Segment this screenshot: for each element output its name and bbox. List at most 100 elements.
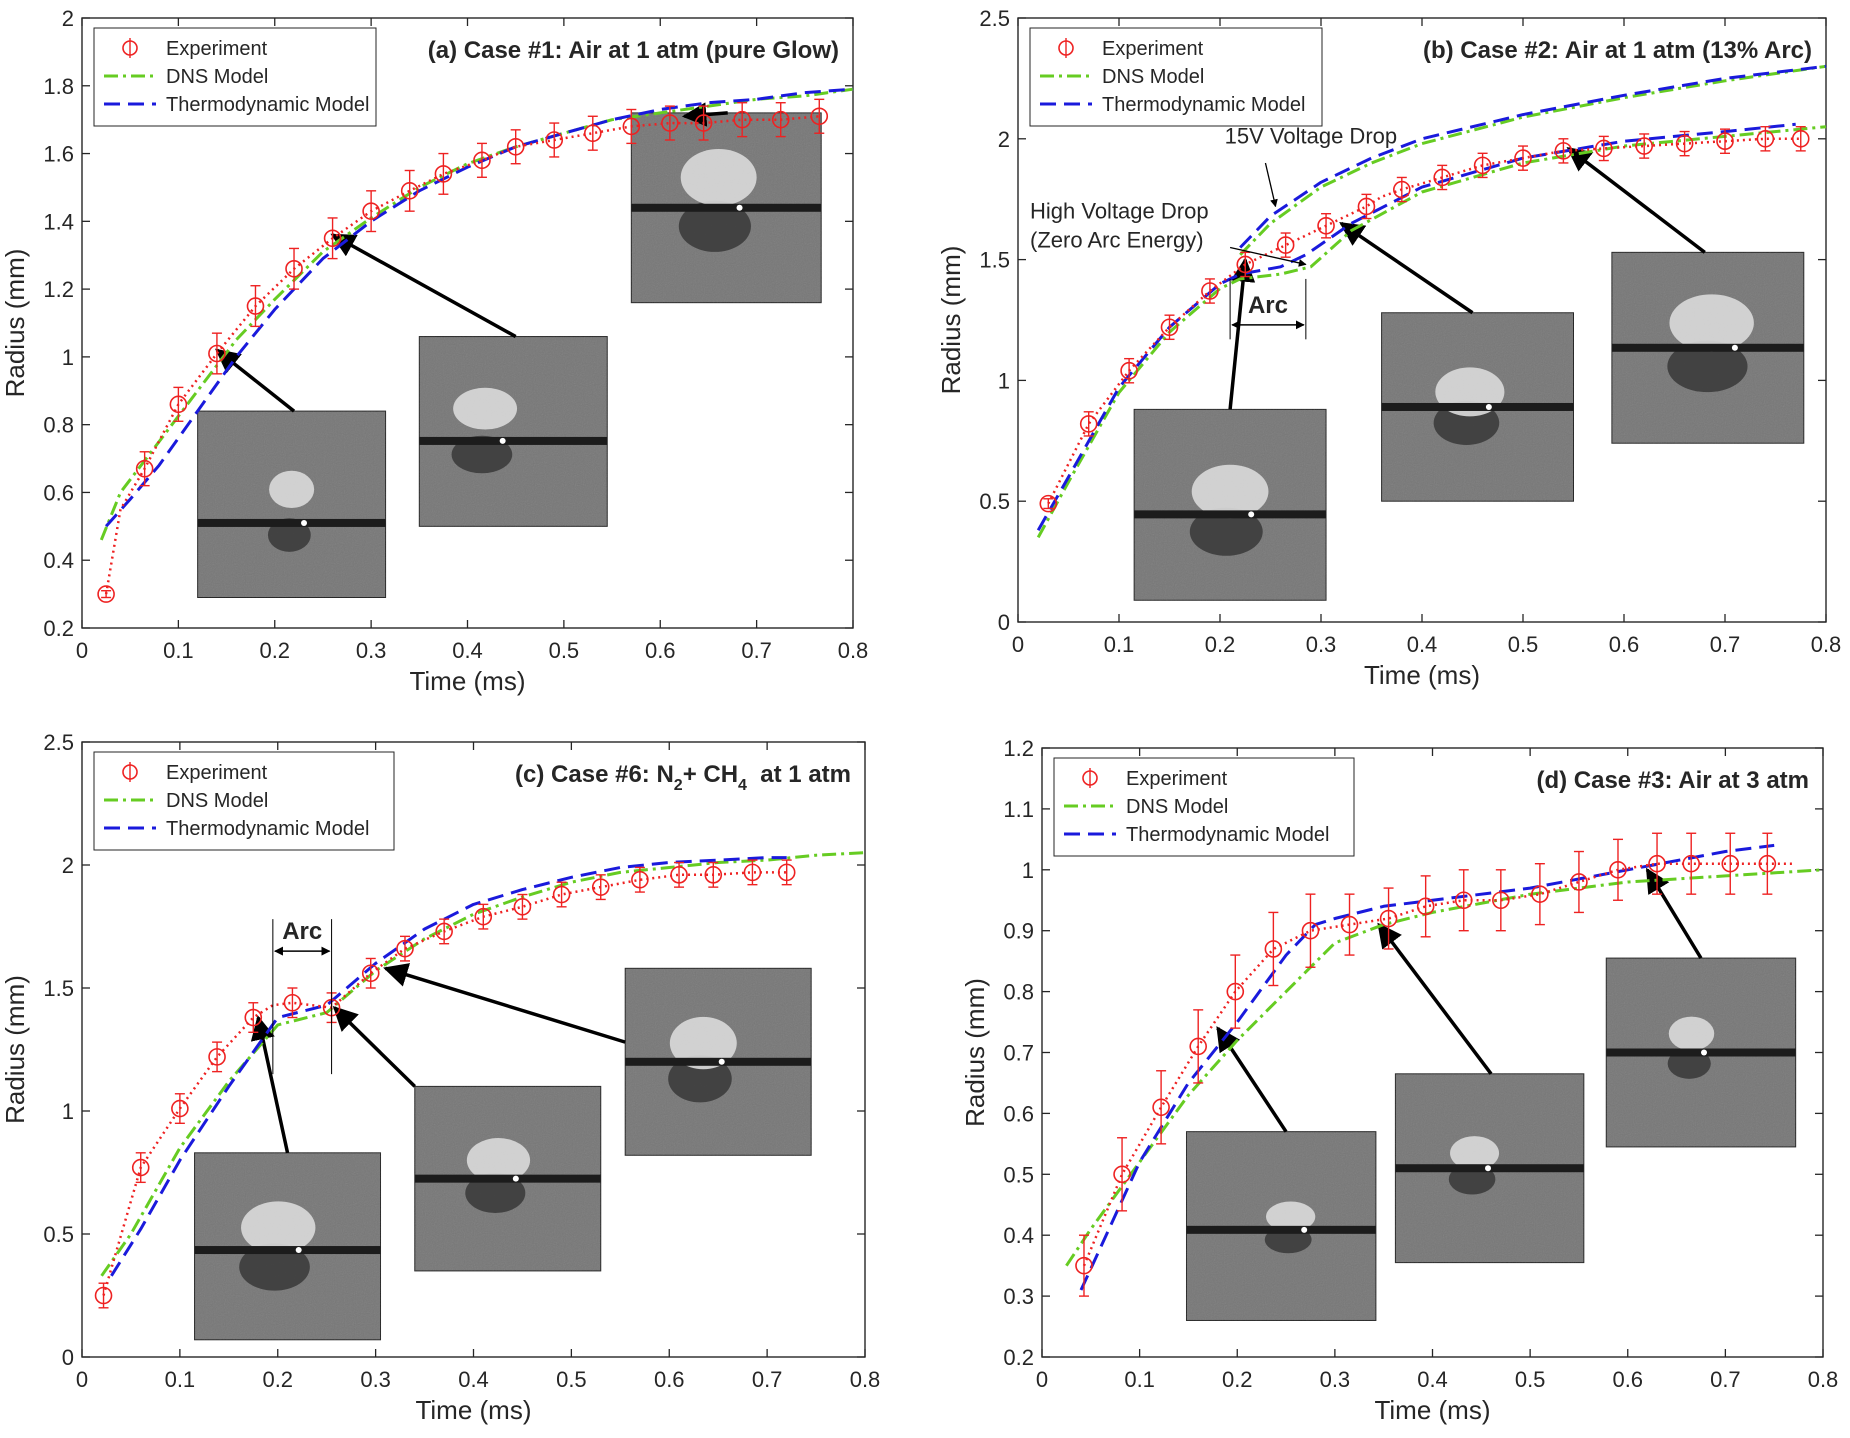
x-tick-label: 0.3: [1320, 1367, 1351, 1392]
experiment-point: [1716, 128, 1734, 154]
inset-photo: [1394, 1073, 1585, 1264]
x-tick-label: 0: [1012, 632, 1024, 657]
experiment-marker: [396, 939, 414, 958]
inset-photo: [418, 336, 608, 527]
y-tick-label: 2.5: [979, 6, 1010, 31]
experiment-marker: [135, 459, 154, 478]
x-tick-label: 0.2: [259, 638, 290, 663]
x-tick-label: 0: [1036, 1367, 1048, 1392]
x-tick-label: 0.8: [850, 1367, 881, 1392]
experiment-point: [1357, 193, 1376, 220]
experiment-point: [362, 190, 380, 233]
experiment-point: [1758, 832, 1777, 895]
y-tick-label: 0.7: [1003, 1041, 1034, 1066]
legend-label: Thermodynamic Model: [166, 94, 369, 116]
legend-label: DNS Model: [166, 790, 268, 812]
legend-experiment: Experiment: [122, 38, 268, 60]
experiment-marker: [1301, 921, 1320, 940]
experiment-point: [810, 98, 829, 134]
y-tick-label: 0.6: [1003, 1101, 1034, 1126]
experiment-marker: [283, 993, 302, 1012]
inset-arrow: [1377, 922, 1493, 1075]
y-tick-label: 1.6: [43, 142, 74, 167]
experiment-point: [1152, 1070, 1170, 1145]
electrode: [197, 518, 386, 527]
x-axis-label: Time (ms): [1364, 660, 1480, 690]
experiment-marker: [622, 117, 641, 136]
spark-point: [1700, 1049, 1707, 1056]
experiment-point: [361, 957, 380, 989]
experiment-marker: [1635, 137, 1653, 155]
title-text: (c) Case #6: N: [515, 761, 674, 788]
legend-dns: DNS Model: [1040, 66, 1204, 88]
experiment-marker: [733, 110, 751, 129]
x-tick-label: 0.5: [556, 1367, 587, 1392]
legend-label: Experiment: [166, 38, 268, 60]
legend: Experiment DNS Model Thermodynamic Model: [1053, 757, 1355, 857]
legend-thermo: Thermodynamic Model: [104, 818, 369, 840]
experiment-point: [1201, 278, 1219, 304]
experiment-point: [771, 102, 790, 138]
x-tick-label: 0.2: [262, 1367, 293, 1392]
y-tick-label: 0: [62, 1345, 74, 1370]
y-tick-label: 1.2: [1003, 736, 1034, 761]
experiment-line: [1082, 862, 1794, 1267]
x-tick-label: 0.3: [360, 1367, 391, 1392]
inset-arrow: [1216, 1026, 1288, 1133]
x-tick-label: 0.6: [654, 1367, 685, 1392]
experiment-point: [244, 1002, 263, 1033]
experiment-marker: [94, 1286, 113, 1305]
experiment-marker: [1648, 854, 1666, 873]
experiment-point: [1160, 314, 1179, 341]
experiment-point: [1682, 832, 1701, 895]
experiment-marker: [1317, 216, 1335, 235]
experiment-point: [208, 332, 226, 375]
experiment-point: [1635, 133, 1653, 159]
experiment-point: [1675, 130, 1694, 157]
experiment-marker: [244, 1008, 263, 1027]
experiment-point: [474, 903, 493, 930]
spark-point: [1731, 344, 1738, 351]
experiment-marker: [1379, 909, 1398, 928]
experiment-marker: [1473, 156, 1492, 175]
x-tick-label: 0.2: [1205, 632, 1236, 657]
dns-model-line: [99, 87, 854, 541]
experiment-marker: [1682, 854, 1701, 873]
x-tick-label: 0.7: [741, 638, 772, 663]
spark-point: [499, 437, 506, 444]
electrode: [1381, 402, 1574, 411]
electrode: [1134, 510, 1327, 519]
kernel-shadow: [1667, 340, 1748, 393]
spark-point: [1485, 403, 1492, 410]
panel-a: 0 0.1 0.2 0.3 0.4 0.5 0.6 0.7 0.8 0.2 0.4 0.6 0.8 1 1.…: [0, 6, 868, 696]
thermo-model-line: [1079, 843, 1775, 1291]
experiment-marker: [1721, 854, 1740, 873]
experiment-marker: [1554, 142, 1573, 160]
inset-arrow: [681, 102, 728, 127]
panel-title: (c) Case #6: N2+ CH4 at 1 atm: [515, 761, 851, 794]
y-axis-label: Radius (mm): [0, 975, 30, 1124]
x-tick-label: 0.3: [356, 638, 387, 663]
inset-photo: [1381, 312, 1574, 502]
experiment-marker: [810, 107, 829, 126]
experiment-marker: [545, 131, 564, 149]
y-tick-label: 0.6: [43, 480, 74, 505]
inset-arrow: [1228, 257, 1256, 410]
experiment-point: [285, 247, 303, 290]
experiment-marker: [1675, 134, 1694, 153]
electrode: [631, 203, 822, 212]
experiment-point: [1570, 850, 1588, 914]
experiment-marker: [1570, 873, 1588, 891]
legend-label: Experiment: [1126, 768, 1228, 790]
x-tick-label: 0.7: [1710, 1367, 1741, 1392]
experiment-point: [1079, 411, 1098, 437]
experiment-marker: [1113, 1165, 1131, 1184]
inset-arrow: [1566, 146, 1706, 254]
experiment-marker: [1492, 891, 1510, 910]
dns-model-line-15v: [1239, 64, 1827, 256]
inset-arrow: [330, 233, 517, 339]
experiment-point: [1189, 1009, 1207, 1084]
experiment-point: [323, 217, 342, 260]
experiment-marker: [631, 870, 649, 889]
legend-label: DNS Model: [166, 66, 268, 88]
